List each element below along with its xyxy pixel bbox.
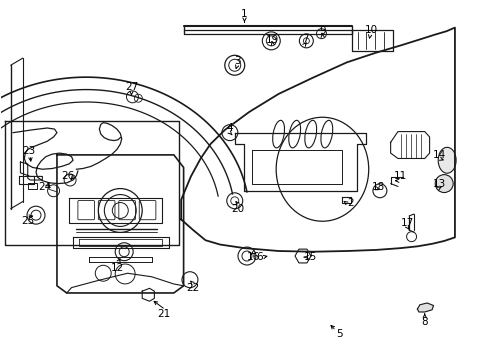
Text: 19: 19 xyxy=(265,35,279,45)
Text: 2: 2 xyxy=(346,198,353,208)
Text: 5: 5 xyxy=(335,329,342,339)
Text: 3: 3 xyxy=(233,56,240,66)
Text: 15: 15 xyxy=(304,252,317,262)
Ellipse shape xyxy=(437,147,455,173)
Text: 24: 24 xyxy=(38,182,51,192)
Text: 17: 17 xyxy=(400,218,413,228)
Text: 8: 8 xyxy=(421,317,427,327)
Polygon shape xyxy=(417,303,433,312)
Text: 1: 1 xyxy=(241,9,247,19)
Text: 9: 9 xyxy=(319,26,325,36)
Text: 18: 18 xyxy=(371,182,384,192)
Text: 13: 13 xyxy=(432,179,445,189)
Text: 26: 26 xyxy=(61,171,75,181)
Text: 21: 21 xyxy=(157,310,170,319)
Text: 27: 27 xyxy=(124,82,138,92)
Text: 12: 12 xyxy=(111,263,124,273)
Text: 23: 23 xyxy=(22,145,36,156)
Text: 22: 22 xyxy=(186,283,200,293)
Text: 10: 10 xyxy=(364,25,377,35)
Text: 11: 11 xyxy=(393,171,406,181)
Text: 4: 4 xyxy=(226,123,233,133)
Text: 20: 20 xyxy=(231,204,244,214)
Text: 14: 14 xyxy=(432,150,445,160)
Text: 16: 16 xyxy=(246,252,260,262)
Text: 6: 6 xyxy=(255,252,262,262)
Text: 7: 7 xyxy=(302,35,308,44)
Circle shape xyxy=(434,175,452,193)
Text: 25: 25 xyxy=(21,216,34,226)
